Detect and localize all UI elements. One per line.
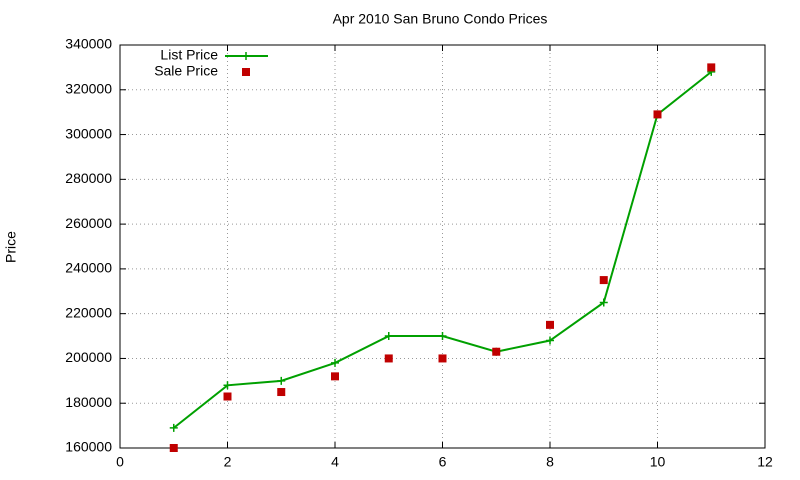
chart-title: Apr 2010 San Bruno Condo Prices — [333, 11, 548, 27]
plus-marker — [599, 298, 608, 307]
square-marker — [438, 354, 447, 363]
square-marker — [653, 110, 662, 119]
y-tick-label: 300000 — [65, 125, 112, 141]
y-tick-label: 340000 — [65, 36, 112, 52]
plus-marker — [169, 423, 178, 432]
x-tick-label: 12 — [757, 454, 773, 470]
y-tick-label: 240000 — [65, 260, 112, 276]
y-axis-label: Price — [3, 231, 19, 263]
y-tick-label: 160000 — [65, 439, 112, 455]
y-tick-label: 320000 — [65, 80, 112, 96]
square-marker — [277, 388, 286, 397]
plus-marker — [546, 336, 554, 345]
legend-marker — [242, 52, 250, 60]
square-marker — [492, 347, 501, 356]
plus-marker — [384, 332, 393, 341]
y-tick-label: 180000 — [65, 394, 112, 410]
plus-marker — [438, 332, 447, 341]
x-tick-label: 8 — [546, 454, 554, 470]
x-tick-label: 0 — [116, 454, 124, 470]
legend-label: List Price — [160, 47, 218, 63]
y-tick-label: 280000 — [65, 170, 112, 186]
legend-label: Sale Price — [154, 63, 218, 79]
plus-marker — [223, 381, 232, 390]
x-tick-label: 4 — [331, 454, 339, 470]
x-tick-label: 2 — [224, 454, 232, 470]
square-marker — [169, 444, 178, 452]
plot-frame — [119, 44, 766, 449]
plus-marker — [331, 358, 339, 367]
y-tick-label: 260000 — [65, 215, 112, 231]
y-tick-label: 220000 — [65, 304, 112, 320]
square-marker — [384, 354, 393, 363]
legend-marker — [242, 68, 250, 76]
square-marker — [707, 63, 716, 72]
y-tick-label: 200000 — [65, 349, 112, 365]
square-marker — [223, 392, 232, 401]
square-marker — [546, 320, 554, 329]
square-marker — [331, 372, 339, 381]
x-tick-label: 10 — [650, 454, 666, 470]
square-marker — [599, 276, 608, 285]
x-tick-label: 6 — [439, 454, 447, 470]
plus-marker — [277, 376, 286, 385]
